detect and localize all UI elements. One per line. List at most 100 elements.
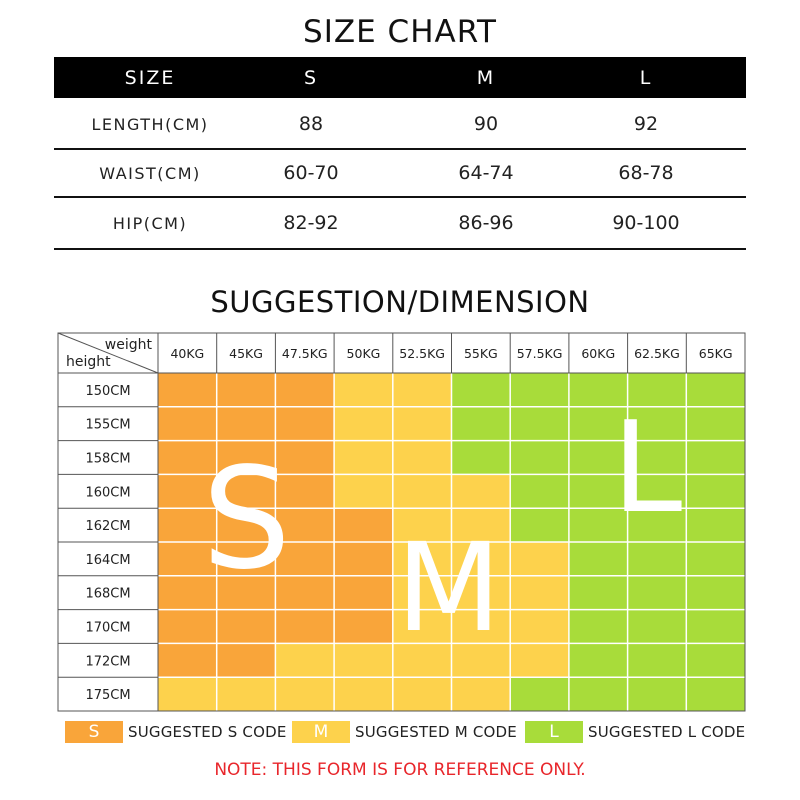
cell-value: 68-78 [618, 162, 674, 184]
legend-l-swatch: L [525, 721, 583, 743]
cell-value: 92 [633, 113, 659, 135]
grid-cell-l [686, 406, 746, 442]
height-label: 155CM [85, 418, 130, 433]
height-label: 164CM [85, 553, 130, 568]
grid-cell-m [451, 474, 511, 509]
header-m: M [476, 66, 496, 89]
grid-cell-m [392, 542, 452, 577]
grid-cell-l [568, 575, 629, 611]
grid-cell-m [158, 677, 218, 712]
grid-cell-s [275, 474, 335, 509]
weight-header: 40KG [170, 346, 204, 361]
grid-cell-l [451, 406, 511, 442]
grid-cell-m [392, 440, 452, 475]
cell-value: 60-70 [283, 162, 339, 184]
grid-cell-m [451, 643, 511, 678]
grid-cell-l [627, 575, 687, 611]
grid-cell-m [510, 643, 570, 678]
grid-cell-l [568, 508, 629, 543]
big-letter-s: S [202, 438, 291, 601]
grid-cell-s [275, 406, 335, 442]
grid-cell-m [334, 474, 394, 509]
grid-cell-l [568, 440, 629, 475]
grid-cell-m [510, 542, 570, 577]
grid-cell-l [568, 677, 629, 712]
cell-value: 88 [298, 113, 324, 135]
grid-cell-s [334, 508, 394, 543]
grid-cell-l [627, 542, 687, 577]
grid-cell-l [510, 508, 570, 543]
height-label: 172CM [85, 654, 130, 669]
grid-cell-l [627, 677, 687, 712]
grid-cell-s [334, 609, 394, 644]
grid-cell-s [158, 474, 218, 509]
grid-cell-m [451, 677, 511, 712]
weight-header: 50KG [347, 346, 381, 361]
grid-cell-s [158, 508, 218, 543]
grid-cell-m [392, 677, 452, 712]
grid-cell-s [275, 440, 335, 475]
grid-cell-l [568, 609, 629, 644]
corner-weight-label: weight [105, 337, 153, 353]
grid-cell-l [686, 373, 746, 408]
height-label: 170CM [85, 621, 130, 636]
weight-header: 47.5KG [282, 346, 328, 361]
grid-cell-l [510, 440, 570, 475]
grid-cell-l [568, 406, 629, 442]
grid-cell-m [451, 575, 511, 611]
row-label: HIP(CM) [112, 213, 188, 233]
grid-cell-s [334, 542, 394, 577]
size-table-header: SIZE S M L [54, 57, 746, 98]
grid-cell-l [510, 474, 570, 509]
grid-cell-l [568, 643, 629, 678]
header-l: L [639, 66, 653, 89]
grid-cell-m [334, 373, 394, 408]
grid-cell-m [275, 643, 335, 678]
corner-height-label: height [66, 354, 111, 370]
grid-cell-s [158, 643, 218, 678]
row-label: LENGTH(CM) [91, 114, 209, 134]
grid-cell-l [627, 474, 687, 509]
grid-cell-s [158, 609, 218, 644]
grid-cell-s [216, 508, 276, 543]
grid-cell-l [451, 440, 511, 475]
cell-value: 90-100 [612, 212, 680, 234]
grid-cell-s [216, 474, 276, 509]
grid-cell-s [334, 575, 394, 611]
grid-cell-m [392, 474, 452, 509]
grid-cell-m [510, 609, 570, 644]
grid-cell-s [158, 440, 218, 475]
weight-header: 45KG [229, 346, 263, 361]
grid-cell-m [334, 406, 394, 442]
grid-cell-s [216, 609, 276, 644]
grid-cell-l [686, 677, 746, 712]
grid-cell-l [510, 406, 570, 442]
weight-header: 57.5KG [517, 346, 563, 361]
legend-s-text: SUGGESTED S CODE [128, 723, 287, 741]
grid-cell-s [158, 575, 218, 611]
weight-header: 65KG [699, 346, 733, 361]
cell-value: 86-96 [458, 212, 514, 234]
grid-cell-s [275, 575, 335, 611]
grid-cell-l [627, 440, 687, 475]
size-row-waist: WAIST(CM) 60-70 64-74 68-78 [54, 150, 746, 198]
height-label: 160CM [85, 485, 130, 500]
grid-cell-m [451, 609, 511, 644]
grid-cell-s [216, 373, 276, 408]
grid-cell-s [216, 440, 276, 475]
suggestion-title: SUGGESTION/DIMENSION [210, 285, 590, 319]
grid-cell-l [568, 373, 629, 408]
grid-cell-l [627, 508, 687, 543]
grid-cell-m [451, 542, 511, 577]
grid-cell-m [334, 677, 394, 712]
grid-cell-m [392, 508, 452, 543]
grid-cell-s [275, 609, 335, 644]
grid-cell-l [686, 643, 746, 678]
grid-cell-m [392, 575, 452, 611]
grid-cell-s [275, 373, 335, 408]
grid-border [57, 332, 746, 712]
weight-header: 55KG [464, 346, 498, 361]
legend-l-text: SUGGESTED L CODE [588, 723, 746, 741]
grid-cell-s [158, 542, 218, 577]
